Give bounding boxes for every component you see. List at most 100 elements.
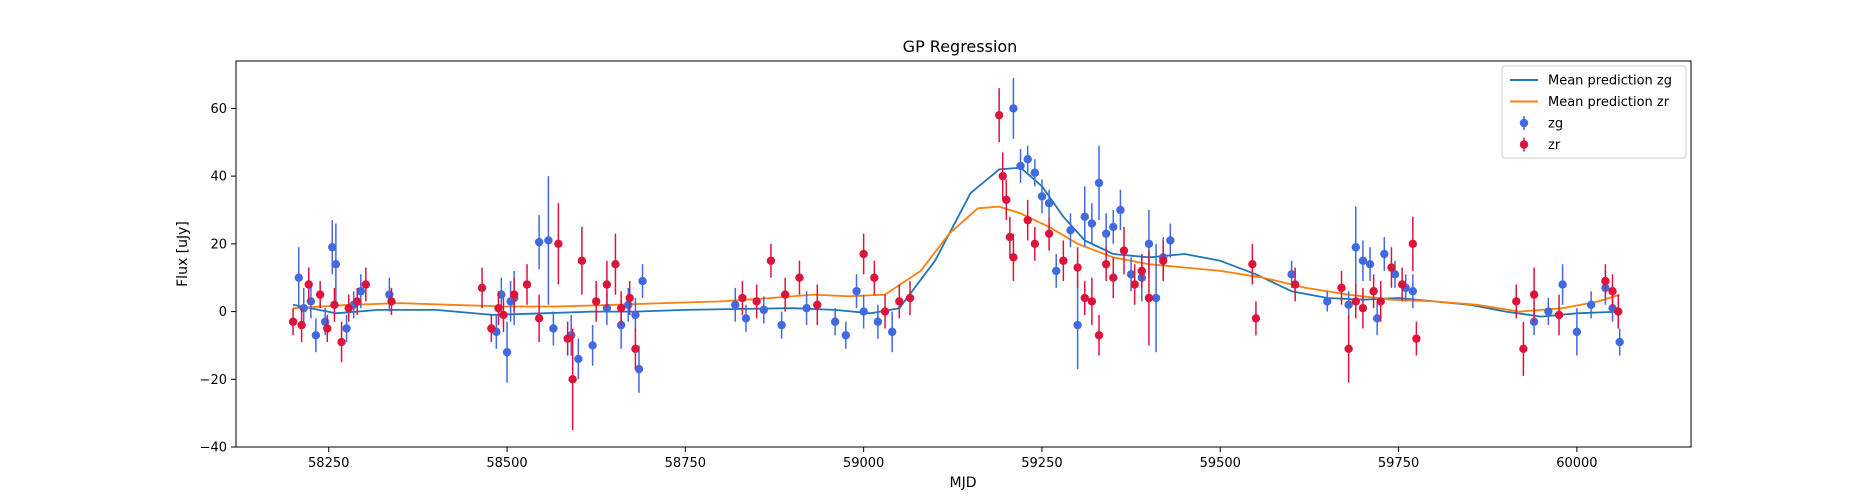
data-point — [304, 280, 313, 289]
data-point — [1087, 219, 1097, 228]
data-point — [1080, 293, 1089, 303]
data-point — [1066, 226, 1075, 235]
y-tick-label: −20 — [200, 373, 227, 388]
data-point — [1529, 290, 1539, 299]
data-point — [1094, 178, 1104, 188]
legend-label: Mean prediction zg — [1548, 74, 1672, 89]
data-point — [1544, 307, 1553, 316]
data-point — [502, 347, 512, 357]
data-point — [1412, 334, 1421, 343]
data-point — [1376, 297, 1385, 306]
data-point — [1023, 215, 1032, 225]
data-point — [1408, 287, 1418, 296]
data-point — [1116, 205, 1125, 215]
series-line-zg — [292, 166, 1620, 318]
data-point — [563, 334, 572, 343]
data-point — [1380, 249, 1389, 259]
x-tick-label: 59750 — [1378, 456, 1419, 471]
data-point — [813, 300, 822, 309]
data-point — [1344, 300, 1353, 309]
data-point — [306, 297, 316, 306]
data-point — [795, 273, 804, 282]
x-tick-label: 58500 — [486, 456, 527, 471]
data-point — [1397, 280, 1407, 289]
data-point — [544, 236, 553, 245]
data-point — [859, 307, 868, 316]
data-point — [1369, 287, 1378, 296]
data-point — [1144, 239, 1154, 249]
data-point — [852, 287, 861, 296]
data-point — [487, 324, 496, 333]
data-point — [731, 300, 740, 309]
data-point — [288, 317, 298, 326]
data-point — [638, 276, 647, 286]
data-point — [802, 303, 811, 313]
data-point — [1151, 293, 1161, 303]
data-point — [873, 317, 883, 326]
data-point — [752, 297, 761, 306]
legend-label: Mean prediction zr — [1548, 95, 1670, 110]
data-point — [1101, 259, 1111, 269]
data-point — [534, 314, 544, 323]
data-point — [1344, 344, 1353, 354]
data-point — [1351, 297, 1360, 306]
x-tick-label: 59000 — [843, 456, 884, 471]
data-point — [1016, 161, 1025, 171]
data-point — [477, 283, 487, 293]
y-tick-label: 40 — [210, 170, 227, 185]
data-point — [577, 256, 587, 265]
data-point — [1166, 236, 1175, 245]
data-point — [1390, 270, 1400, 279]
data-point — [1601, 276, 1610, 286]
legend-item: zg — [1519, 116, 1563, 132]
y-tick-label: 0 — [219, 305, 227, 320]
data-point — [342, 324, 351, 333]
data-point — [841, 331, 851, 340]
x-tick-label: 59500 — [1200, 456, 1241, 471]
data-point — [588, 341, 597, 350]
x-axis: 58250 58500 58750 59000 59250 59500 59750 60000 — [308, 447, 1598, 471]
series-points-zg — [294, 77, 1624, 393]
data-point — [625, 293, 634, 303]
data-point — [634, 364, 644, 374]
data-point — [759, 305, 768, 315]
data-point — [1109, 222, 1118, 232]
data-point — [1009, 104, 1018, 113]
data-point — [387, 297, 396, 306]
data-point — [1290, 280, 1300, 289]
data-point — [499, 310, 508, 320]
legend-item: zr — [1519, 137, 1561, 153]
y-tick-label: 20 — [210, 237, 227, 252]
data-point — [616, 303, 626, 313]
data-point — [294, 273, 303, 282]
data-point — [297, 320, 306, 330]
data-point — [574, 354, 583, 364]
legend-item: Mean prediction zg — [1510, 74, 1672, 89]
data-point — [1248, 259, 1257, 269]
data-point — [1287, 270, 1296, 279]
data-point — [1615, 337, 1624, 347]
data-point — [1101, 229, 1111, 238]
data-point — [534, 237, 544, 247]
data-point — [361, 280, 371, 289]
x-tick-label: 58750 — [665, 456, 706, 471]
data-point — [356, 287, 366, 296]
data-point — [830, 317, 840, 326]
data-point — [1137, 266, 1147, 276]
data-point — [1365, 259, 1375, 269]
y-tick-label: 60 — [210, 102, 227, 117]
data-point — [311, 331, 321, 340]
data-point — [1030, 168, 1040, 177]
data-point — [880, 307, 890, 316]
data-point — [1512, 297, 1521, 306]
data-point — [1558, 280, 1567, 289]
data-point — [895, 297, 904, 306]
data-point — [766, 256, 776, 265]
data-point — [1372, 314, 1382, 323]
data-point — [1144, 293, 1154, 303]
data-point — [631, 344, 640, 354]
data-point — [1109, 273, 1118, 282]
data-point — [1080, 212, 1089, 221]
legend-box — [1501, 65, 1687, 159]
